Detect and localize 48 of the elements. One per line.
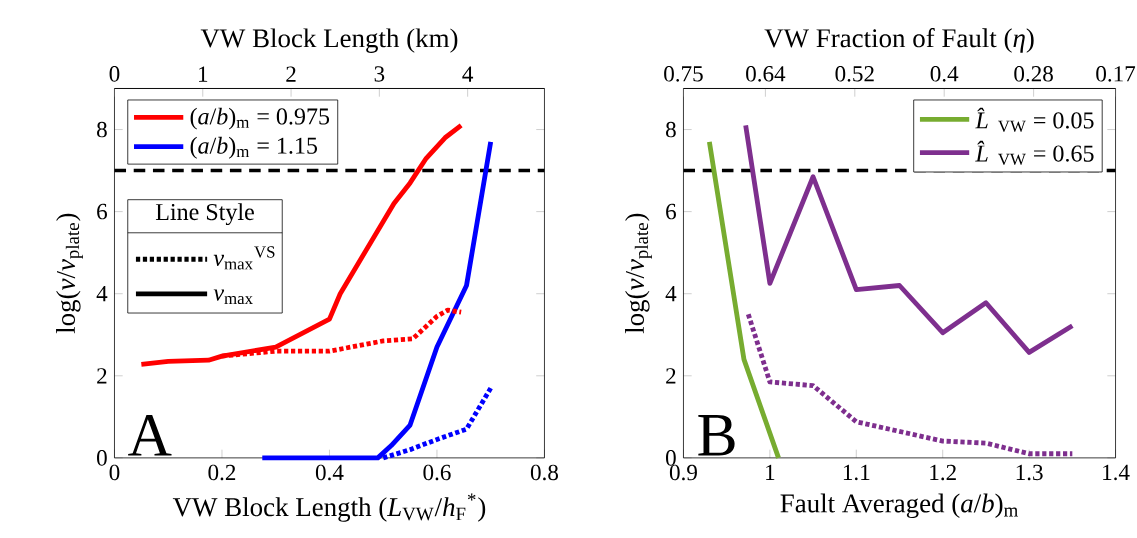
line-series <box>745 311 1075 457</box>
x-tick-label: 0.2 <box>208 464 236 481</box>
annotation: Line Style <box>155 203 254 226</box>
x2-tick-label: 3 <box>374 66 385 82</box>
legend-label: L̂$_{VW}$ = 0.65 <box>975 140 1094 166</box>
x2-axis-title: VW Fraction of Fault (η) <box>764 28 1034 53</box>
y-tick-label: 6 <box>666 204 676 220</box>
x-axis-title: Fault Averaged (a/b)$_{m}$ <box>780 493 1018 519</box>
x2-axis-title: VW Block Length (km) <box>200 28 458 54</box>
y-tick-label: 6 <box>97 204 107 220</box>
x-tick-label: 1.2 <box>930 464 956 481</box>
x2-tick-label: 4 <box>462 66 474 82</box>
x-tick-label: 0.4 <box>315 464 344 481</box>
x-tick-label: 0.6 <box>423 464 451 481</box>
x2-tick-label: 0.17 <box>1096 66 1136 82</box>
legend-label: L̂$_{VW}$ = 0.05 <box>975 107 1094 133</box>
y-tick-label: 8 <box>97 121 107 138</box>
x2-tick-label: 2 <box>286 66 296 82</box>
x-tick-label: 0.9 <box>669 464 697 481</box>
x2-tick-label: 0.28 <box>1014 66 1053 82</box>
y-tick-label: 8 <box>665 121 676 138</box>
y-tick-label: 2 <box>666 368 676 384</box>
x-tick-label: 0 <box>109 464 120 481</box>
x-tick-label: 1 <box>766 464 775 481</box>
x2-tick-label: 1 <box>199 66 208 82</box>
x-tick-label: 1.1 <box>843 464 870 481</box>
y-tick-label: 4 <box>665 286 677 302</box>
legend-label: (a/b)$_{m}$ = 0.975 <box>190 107 330 130</box>
x2-tick-label: 0.75 <box>664 66 703 82</box>
annotation: v$_{max}$ <box>213 289 253 305</box>
annotation: A <box>128 415 172 456</box>
annotation: B <box>698 415 735 456</box>
y-tick-label: 2 <box>97 368 107 384</box>
y-axis-title: log(v/v$_{plate}$) <box>625 213 652 334</box>
annotation: v$_{max}$VS <box>213 246 275 270</box>
x-tick-label: 1.4 <box>1103 464 1130 481</box>
y-axis-title: log(v/v$_{plate}$) <box>56 213 83 334</box>
legend-label: (a/b)$_{m}$ = 1.15 <box>190 136 318 159</box>
x2-tick-label: 0 <box>109 66 120 82</box>
x-axis-title: VW Block Length (L$_{VW}$/h$_{F}$$^{*}$) <box>172 493 486 522</box>
x2-tick-label: 0.64 <box>746 66 786 82</box>
x2-tick-label: 0.52 <box>835 66 874 82</box>
y-tick-label: 0 <box>97 450 107 466</box>
x2-tick-label: 0.4 <box>930 66 959 82</box>
y-tick-label: 0 <box>665 450 676 466</box>
y-tick-label: 4 <box>96 286 108 302</box>
x-tick-label: 0.8 <box>530 464 558 481</box>
x-tick-label: 1.3 <box>1016 464 1043 481</box>
